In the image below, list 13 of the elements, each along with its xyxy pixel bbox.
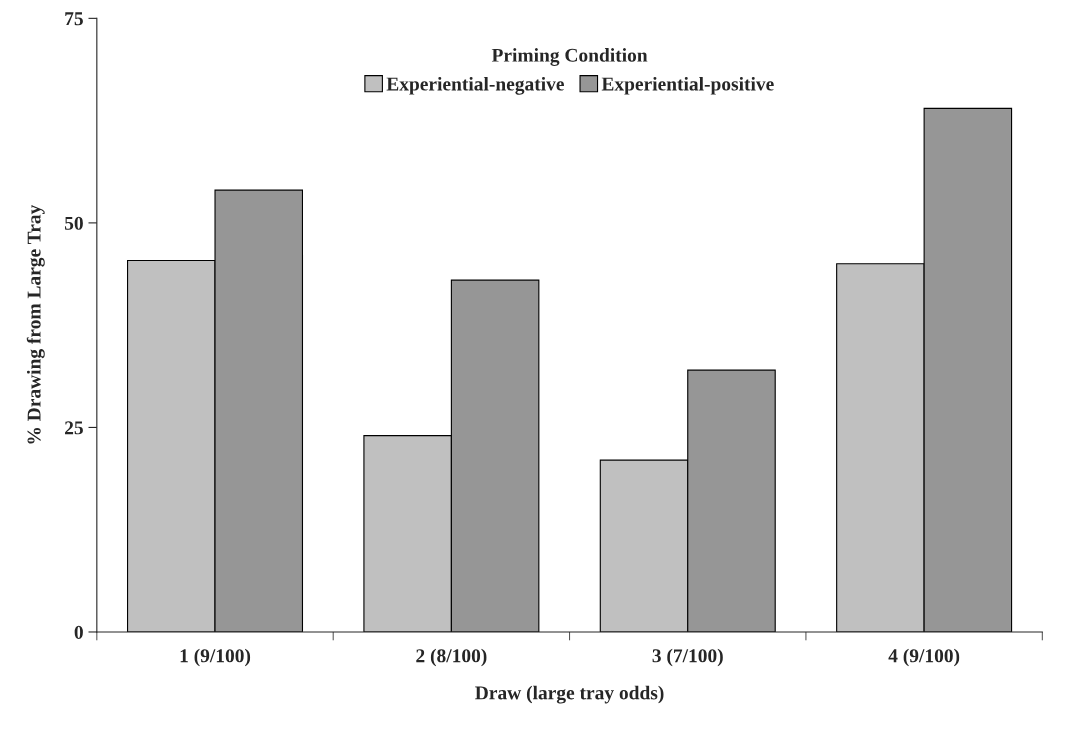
y-tick-label: 75 [65, 12, 83, 26]
y-tick-label: 0 [74, 625, 83, 639]
x-axis-title: Draw (large tray odds) [475, 685, 664, 704]
x-tick-label: 1 (9/100) [180, 648, 251, 667]
x-tick-label: 3 (7/100) [652, 648, 723, 667]
legend-label: Experiential-negative [386, 76, 564, 95]
y-tick-label: 25 [65, 421, 83, 435]
x-tick-label: 2 (8/100) [416, 648, 487, 667]
legend-title: Priming Condition [491, 48, 648, 66]
x-tick-label: 4 (9/100) [888, 648, 960, 667]
legend-label: Experiential-positive [601, 76, 774, 95]
y-axis-title: % Drawing from Large Tray [26, 204, 45, 444]
y-tick-label: 50 [64, 216, 83, 230]
